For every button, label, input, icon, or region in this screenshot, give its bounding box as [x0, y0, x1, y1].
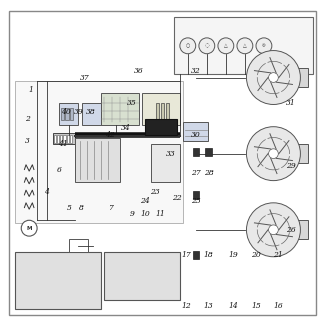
Circle shape — [269, 149, 278, 158]
Text: △: △ — [224, 43, 228, 48]
Circle shape — [246, 203, 300, 257]
Bar — [63, 135, 66, 143]
Text: 7: 7 — [108, 204, 113, 212]
Text: M: M — [27, 226, 32, 231]
Bar — [151, 144, 180, 182]
Text: 39: 39 — [73, 108, 83, 116]
Text: 40: 40 — [61, 108, 71, 116]
Text: 13: 13 — [204, 302, 213, 310]
Text: 16: 16 — [273, 302, 283, 310]
Text: 36: 36 — [134, 67, 143, 75]
Text: 29: 29 — [286, 162, 296, 170]
Bar — [161, 103, 164, 120]
Bar — [297, 144, 309, 163]
Bar — [104, 252, 180, 300]
Text: △: △ — [243, 43, 247, 48]
Text: 23: 23 — [150, 188, 159, 196]
Text: 6: 6 — [57, 165, 62, 173]
Text: 28: 28 — [204, 169, 213, 177]
Text: 21: 21 — [273, 251, 283, 259]
Bar — [101, 93, 139, 125]
Text: 10: 10 — [140, 210, 150, 218]
Circle shape — [218, 38, 234, 54]
Text: 2: 2 — [25, 115, 30, 123]
Text: 12: 12 — [181, 302, 191, 310]
Text: 14: 14 — [229, 302, 239, 310]
Text: 41: 41 — [58, 140, 67, 148]
Text: 32: 32 — [191, 67, 201, 75]
Text: 37: 37 — [80, 74, 90, 82]
Bar — [70, 108, 73, 120]
Text: ○: ○ — [186, 43, 190, 48]
Bar — [166, 103, 169, 120]
Circle shape — [246, 51, 300, 105]
Bar — [75, 138, 120, 182]
Text: 18: 18 — [204, 251, 213, 259]
Text: 19: 19 — [229, 251, 239, 259]
Bar — [145, 119, 177, 135]
Text: 42: 42 — [105, 131, 115, 139]
Bar — [297, 220, 309, 239]
Bar — [15, 252, 101, 309]
Text: 22: 22 — [172, 194, 182, 202]
Text: 24: 24 — [140, 197, 150, 205]
Text: 20: 20 — [251, 251, 261, 259]
Circle shape — [21, 220, 37, 236]
Bar — [60, 135, 63, 143]
Bar — [54, 135, 56, 143]
Circle shape — [269, 225, 278, 235]
Circle shape — [199, 38, 215, 54]
Text: 34: 34 — [121, 124, 131, 132]
Text: 26: 26 — [286, 226, 296, 234]
Bar — [15, 81, 183, 223]
Bar — [193, 148, 199, 156]
Text: 31: 31 — [286, 99, 296, 107]
Bar — [156, 103, 159, 120]
Bar — [53, 133, 75, 144]
Text: 30: 30 — [191, 131, 201, 139]
Bar — [59, 103, 78, 125]
Circle shape — [246, 127, 300, 180]
Text: 17: 17 — [181, 251, 191, 259]
Circle shape — [256, 38, 272, 54]
Circle shape — [237, 38, 253, 54]
Text: 15: 15 — [251, 302, 261, 310]
Text: ◌: ◌ — [204, 43, 209, 48]
Circle shape — [180, 38, 196, 54]
Bar — [142, 93, 180, 125]
Text: ◎: ◎ — [262, 44, 266, 48]
Text: 5: 5 — [66, 204, 71, 212]
Circle shape — [269, 73, 278, 82]
Text: 3: 3 — [25, 137, 30, 145]
Text: 27: 27 — [191, 169, 201, 177]
Bar — [67, 135, 69, 143]
Bar — [183, 122, 208, 141]
Bar — [193, 251, 199, 259]
Bar — [70, 135, 72, 143]
Text: 35: 35 — [127, 99, 137, 107]
Bar — [61, 108, 64, 120]
Text: 9: 9 — [130, 210, 135, 218]
Bar — [193, 191, 199, 199]
Text: 38: 38 — [86, 108, 96, 116]
Text: 1: 1 — [28, 86, 33, 94]
Text: 4: 4 — [44, 188, 49, 196]
Text: 8: 8 — [79, 204, 84, 212]
Bar — [82, 103, 101, 125]
Bar — [69, 239, 88, 252]
Text: 11: 11 — [156, 210, 166, 218]
Bar — [297, 68, 309, 87]
Bar — [65, 108, 69, 120]
Bar — [205, 148, 212, 156]
Bar — [57, 135, 59, 143]
Text: 25: 25 — [191, 197, 201, 205]
Text: 33: 33 — [165, 150, 175, 158]
Bar — [174, 17, 313, 74]
